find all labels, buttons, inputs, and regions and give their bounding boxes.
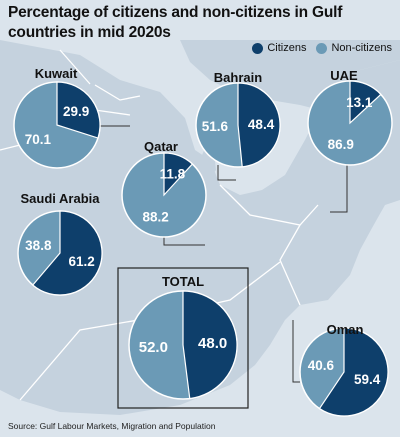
total-box — [117, 267, 249, 409]
legend-swatch-non-citizens — [316, 42, 328, 54]
legend-item-citizens: Citizens — [252, 42, 306, 54]
slice-citizens — [318, 327, 389, 417]
connector-lines — [96, 125, 348, 383]
pie-total: 48.0 52.0 TOTAL — [128, 274, 238, 400]
border-iraq — [59, 49, 91, 85]
pie-bahrain: 48.4 51.6 Bahrain — [195, 70, 281, 168]
value-label-citizens: 59.4 — [354, 372, 381, 387]
value-label-non-citizens: 38.8 — [25, 238, 52, 253]
legend: Citizens Non-citizens — [252, 40, 392, 56]
country-label: Kuwait — [35, 66, 78, 81]
pie-qatar: 11.8 88.2 Qatar — [121, 139, 207, 238]
value-label-non-citizens: 86.9 — [328, 137, 354, 152]
value-label-citizens: 29.9 — [63, 104, 89, 119]
legend-label-non-citizens: Non-citizens — [331, 42, 392, 54]
value-label-non-citizens: 40.6 — [308, 358, 335, 373]
slice-citizens — [349, 80, 382, 125]
connector-line — [217, 165, 236, 181]
value-label-citizens: 11.8 — [160, 166, 186, 181]
slice-citizens — [182, 290, 238, 400]
value-label-citizens: 48.4 — [248, 117, 275, 132]
pie-saudi-arabia: 61.2 38.8 Saudi Arabia — [17, 191, 103, 296]
connector-line — [163, 237, 205, 246]
legend-swatch-citizens — [252, 42, 264, 54]
value-label-citizens: 61.2 — [69, 254, 95, 269]
border-oman — [279, 224, 301, 306]
legend-item-non-citizens: Non-citizens — [316, 42, 392, 54]
connector-line — [292, 320, 300, 383]
border-uae — [219, 184, 319, 226]
slice-citizens — [31, 210, 103, 296]
value-label-citizens: 48.0 — [198, 335, 227, 352]
border-kuwait — [94, 84, 141, 101]
pie-uae: 13.1 86.9 UAE — [307, 68, 393, 166]
country-label: Oman — [327, 322, 364, 337]
slice-citizens — [237, 82, 281, 168]
connector-line — [330, 165, 348, 213]
pie-oman: 59.4 40.6 Oman — [299, 322, 389, 417]
value-label-citizens: 13.1 — [346, 95, 373, 110]
value-label-non-citizens: 88.2 — [142, 210, 168, 225]
value-label-non-citizens: 70.1 — [25, 132, 52, 147]
country-label: UAE — [330, 68, 358, 83]
value-label-non-citizens: 51.6 — [202, 119, 229, 134]
land-mass — [0, 40, 400, 415]
country-label: Saudi Arabia — [21, 191, 101, 206]
country-label: Qatar — [144, 139, 178, 154]
chart-title: Percentage of citizens and non-citizens … — [8, 4, 343, 41]
country-label: Bahrain — [214, 70, 262, 85]
slice-citizens — [163, 152, 194, 197]
value-label-non-citizens: 52.0 — [139, 339, 168, 356]
source-note: Source: Gulf Labour Markets, Migration a… — [8, 421, 216, 431]
legend-label-citizens: Citizens — [267, 42, 307, 54]
country-label: TOTAL — [162, 274, 204, 289]
slice-citizens — [56, 81, 101, 139]
pie-kuwait: 29.9 70.1 Kuwait — [13, 66, 101, 169]
